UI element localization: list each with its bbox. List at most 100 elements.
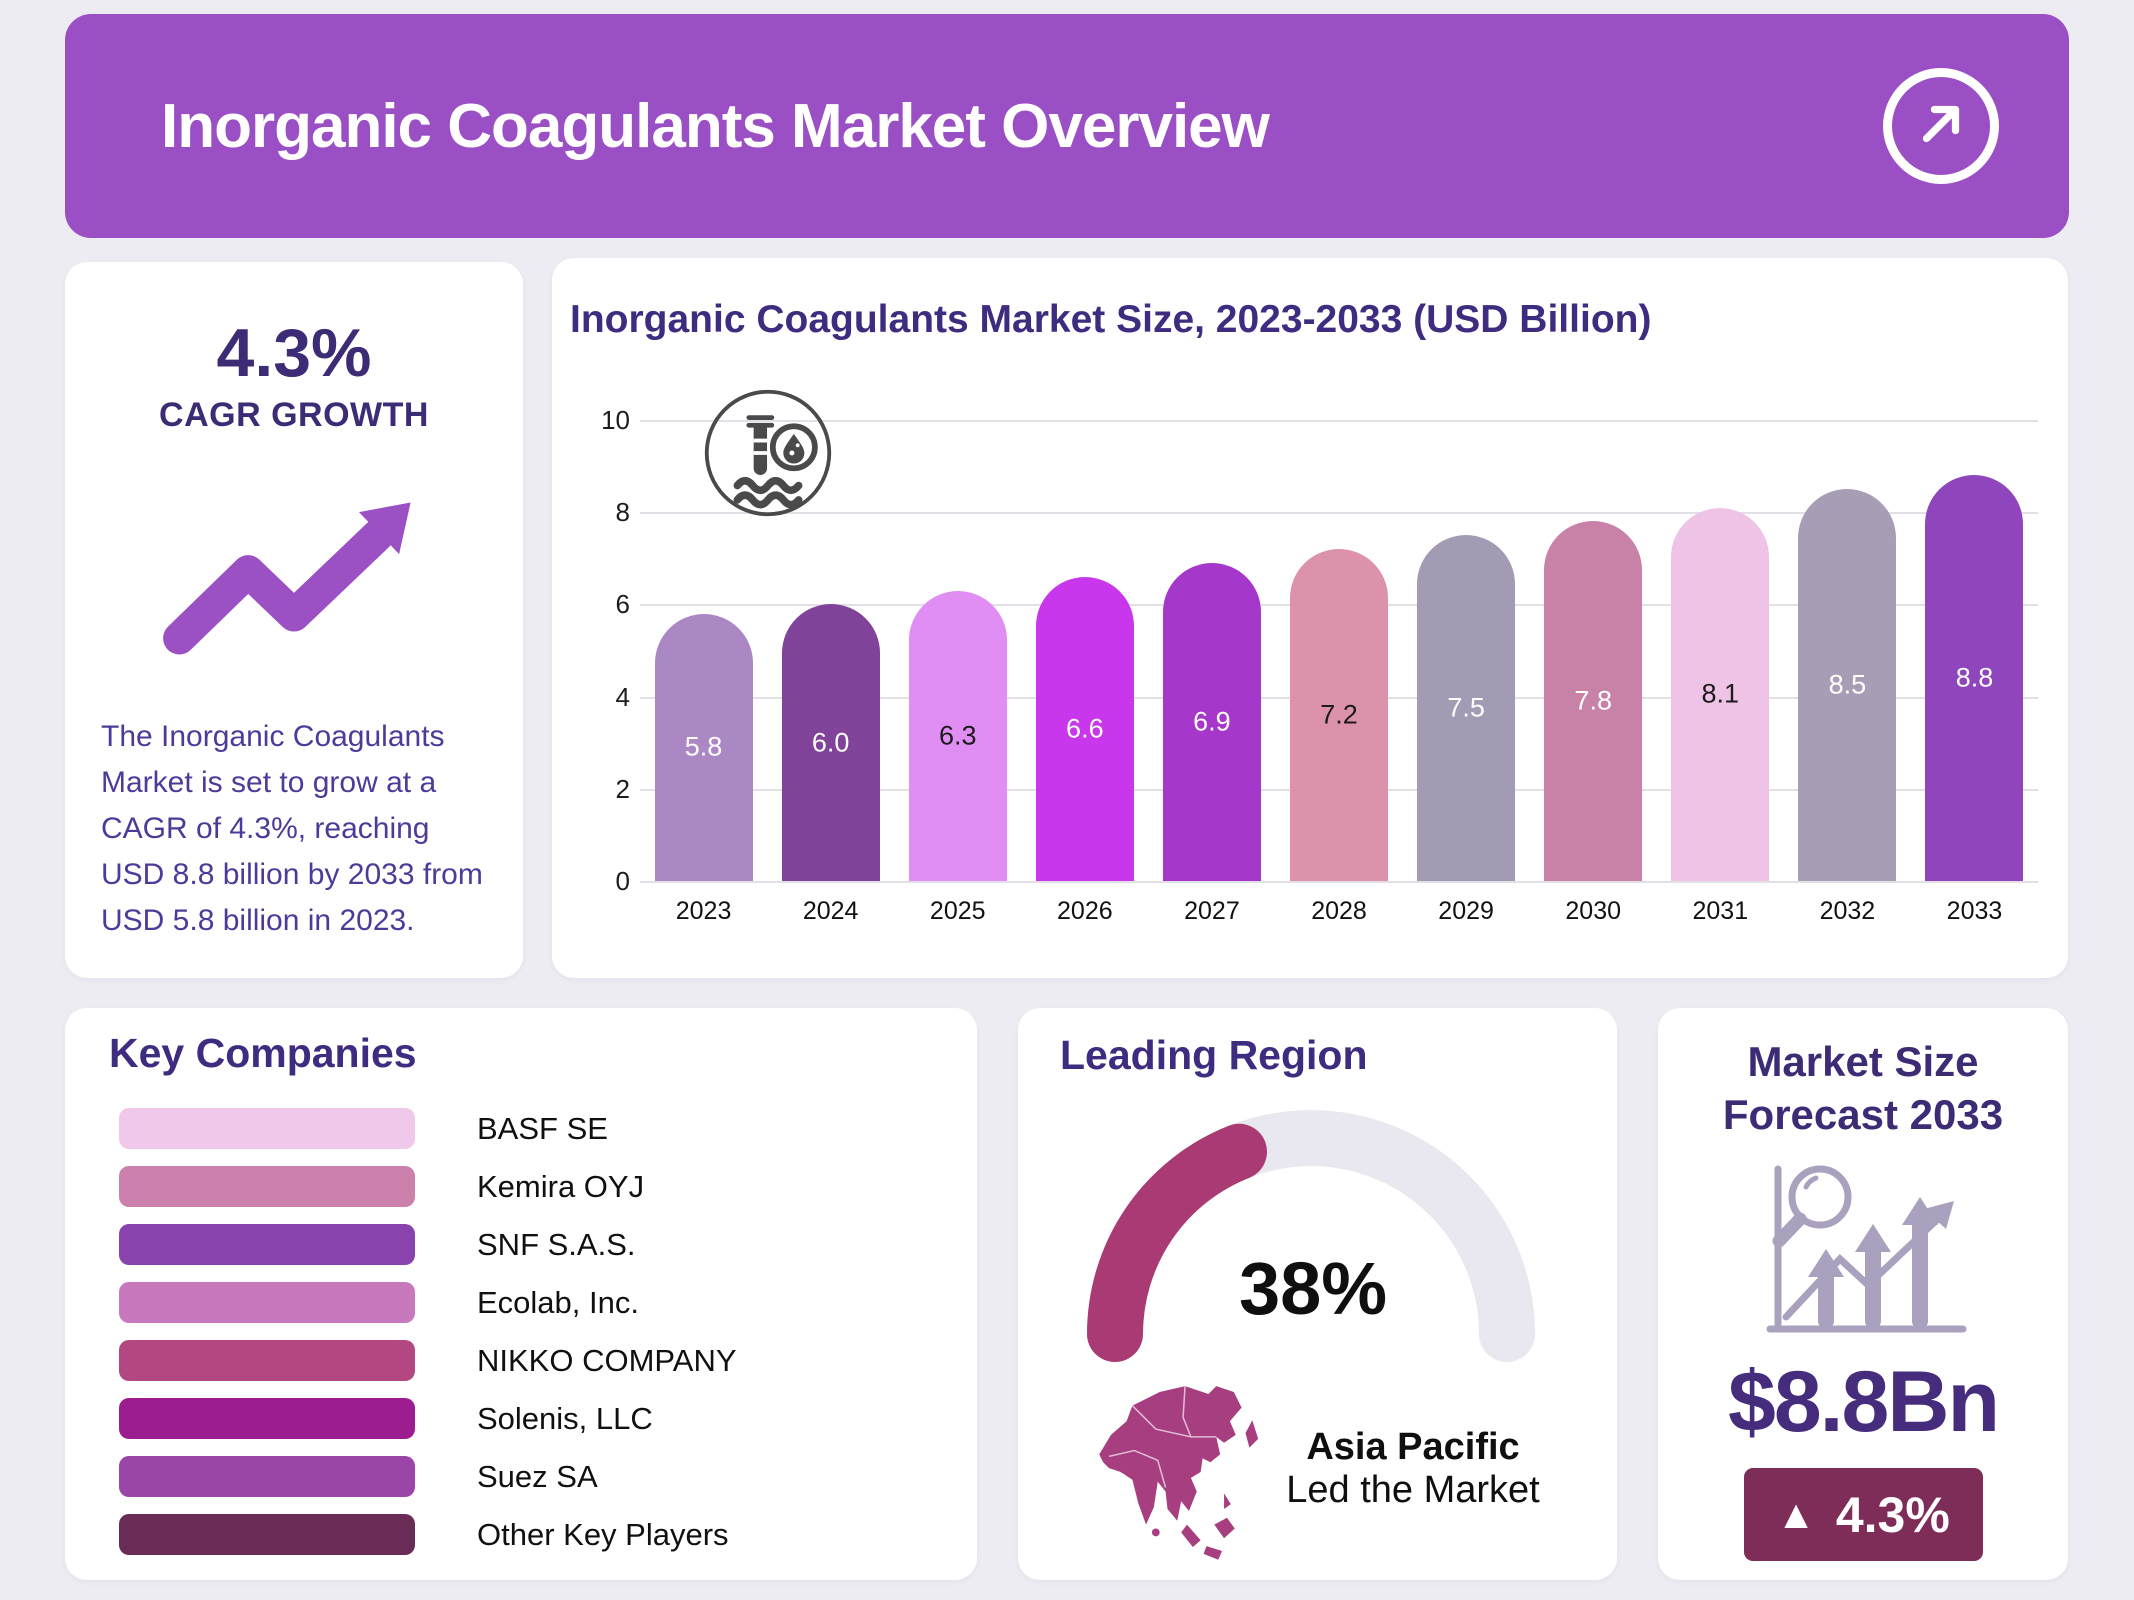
company-name: Other Key Players xyxy=(477,1516,729,1552)
bar-2025: 6.3 xyxy=(908,590,1007,881)
company-color-swatch xyxy=(119,1514,415,1555)
growth-percent: 4.3% xyxy=(1835,1486,1950,1543)
triangle-up-icon: ▲ xyxy=(1776,1492,1816,1537)
bar-value-label: 8.5 xyxy=(1828,669,1867,700)
key-companies-card: Key Companies BASF SE Kemira OYJ SNF S.A.S… xyxy=(65,1008,977,1580)
cagr-value: 4.3% xyxy=(216,315,372,391)
cagr-description: The Inorganic Coagulants Market is set t… xyxy=(101,720,483,937)
gridline-10 xyxy=(640,420,2038,422)
company-row: Solenis, LLC xyxy=(119,1398,937,1439)
cagr-card: 4.3% CAGR GROWTH The Inorganic Coagulant… xyxy=(65,262,523,978)
company-name: Kemira OYJ xyxy=(477,1168,645,1204)
arrow-up-right-icon xyxy=(1908,91,1974,162)
growth-badge: ▲ 4.3% xyxy=(1743,1468,1983,1561)
y-tick-label: 8 xyxy=(615,497,630,528)
company-row: Suez SA xyxy=(119,1456,937,1497)
bar-value-label: 6.6 xyxy=(1066,713,1104,744)
bar-2027: 6.9 xyxy=(1162,562,1261,881)
bar-slot-2029: 7.5 xyxy=(1403,420,1530,881)
bar-slot-2025: 6.3 xyxy=(894,420,1021,881)
market-analysis-icon xyxy=(1658,1151,2068,1351)
bar-value-label: 6.9 xyxy=(1193,706,1231,737)
bar-2023: 5.8 xyxy=(654,613,753,881)
bar-slot-2024: 6.0 xyxy=(767,420,894,881)
bar-2030: 7.8 xyxy=(1544,521,1643,881)
region-share-value: 38% xyxy=(1238,1247,1388,1330)
y-tick-label: 6 xyxy=(615,589,630,620)
bar-value-label: 6.0 xyxy=(811,727,850,758)
bar-2026: 6.6 xyxy=(1035,576,1134,881)
x-tick-label: 2032 xyxy=(1819,897,1876,925)
company-name: NIKKO COMPANY xyxy=(477,1342,737,1378)
trend-up-arrow-icon xyxy=(65,493,523,670)
bar-slot-2028: 7.2 xyxy=(1275,420,1402,881)
open-report-button[interactable] xyxy=(1883,68,1999,184)
forecast-title: Market Size Forecast 2033 xyxy=(1722,1038,2004,1138)
x-tick-label: 2026 xyxy=(1057,897,1113,925)
company-row: Kemira OYJ xyxy=(119,1166,937,1207)
region-share-gauge xyxy=(1081,1104,1541,1364)
bar-slot-2030: 7.8 xyxy=(1530,420,1657,881)
bar-2024: 6.0 xyxy=(781,604,880,881)
bar-slot-2032: 8.5 xyxy=(1784,420,1911,881)
bar-value-label: 6.3 xyxy=(938,720,977,751)
x-tick-label: 2027 xyxy=(1184,897,1240,925)
bar-slot-2026: 6.6 xyxy=(1021,420,1148,881)
key-companies-title: Key Companies xyxy=(109,1030,417,1076)
y-tick-label: 10 xyxy=(601,405,630,435)
water-treatment-icon xyxy=(701,386,835,525)
company-row: Other Key Players xyxy=(119,1514,937,1555)
company-row: Ecolab, Inc. xyxy=(119,1282,937,1323)
x-tick-label: 2029 xyxy=(1438,897,1494,925)
company-name: Ecolab, Inc. xyxy=(477,1284,639,1320)
bar-value-label: 8.8 xyxy=(1955,662,1994,693)
bar-value-label: 7.8 xyxy=(1574,685,1612,716)
forecast-card: Market Size Forecast 2033 $8.8Bn ▲ xyxy=(1658,1008,2068,1580)
bar-slot-2027: 6.9 xyxy=(1148,420,1275,881)
leading-region-card: Leading Region 38% Asia Pac xyxy=(1018,1008,1617,1580)
x-tick-label: 2033 xyxy=(1946,897,2003,925)
company-color-swatch xyxy=(119,1340,415,1381)
bar-2033: 8.8 xyxy=(1925,475,2024,881)
leading-region-title: Leading Region xyxy=(1060,1032,1368,1078)
y-tick-label: 4 xyxy=(615,681,630,712)
bar-value-label: 7.2 xyxy=(1320,699,1358,730)
bar-value-label: 5.8 xyxy=(684,731,723,762)
bar-slot-2031: 8.1 xyxy=(1657,420,1784,881)
company-name: Solenis, LLC xyxy=(477,1400,653,1436)
bar-slot-2023: 5.8 xyxy=(640,420,767,881)
gridline-8 xyxy=(640,512,2038,515)
page-title: Inorganic Coagulants Market Overview xyxy=(161,91,1270,161)
asia-map-icon xyxy=(1070,1376,1265,1571)
chart-title: Inorganic Coagulants Market Size, 2023-2… xyxy=(570,298,1652,341)
x-tick-label: 2024 xyxy=(802,897,859,925)
bar-chart-plot: 5.8 6.0 6.3 6.6 6.9 7.2 7.5 7.8 8.1 8.5 8.8 xyxy=(640,420,2038,883)
company-color-swatch xyxy=(119,1224,415,1265)
company-color-swatch xyxy=(119,1282,415,1323)
company-row: SNF S.A.S. xyxy=(119,1224,937,1265)
company-color-swatch xyxy=(119,1108,415,1149)
x-axis-labels: 2023 2024 2025 2026 2027 2028 2029 2030 2031 2032… xyxy=(640,897,2038,926)
company-name: BASF SE xyxy=(477,1110,608,1146)
company-list: BASF SE Kemira OYJ SNF S.A.S. Ecolab, Inc. N… xyxy=(119,1108,937,1572)
x-tick-label: 2023 xyxy=(675,897,732,925)
region-subtitle: Led the Market xyxy=(1286,1469,1540,1511)
x-tick-label: 2030 xyxy=(1565,897,1622,925)
bar-2032: 8.5 xyxy=(1798,489,1897,881)
bar-2031: 8.1 xyxy=(1671,507,1770,881)
forecast-value: $8.8Bn xyxy=(1727,1354,2000,1450)
header: Inorganic Coagulants Market Overview xyxy=(65,14,2069,238)
bar-series: 5.8 6.0 6.3 6.6 6.9 7.2 7.5 7.8 8.1 8.5 8.8 xyxy=(640,420,2038,881)
company-name: SNF S.A.S. xyxy=(477,1226,636,1262)
bar-2028: 7.2 xyxy=(1290,549,1389,881)
company-color-swatch xyxy=(119,1166,415,1207)
x-tick-label: 2028 xyxy=(1311,897,1367,925)
x-tick-label: 2025 xyxy=(929,897,986,925)
gridline-0 xyxy=(640,881,2038,883)
company-row: NIKKO COMPANY xyxy=(119,1340,937,1381)
bar-slot-2033: 8.8 xyxy=(1911,420,2038,881)
region-caption: Asia Pacific Led the Market xyxy=(1248,1426,1578,1512)
region-name: Asia Pacific xyxy=(1306,1426,1520,1468)
bar-value-label: 8.1 xyxy=(1701,678,1740,709)
bar-value-label: 7.5 xyxy=(1447,692,1485,723)
